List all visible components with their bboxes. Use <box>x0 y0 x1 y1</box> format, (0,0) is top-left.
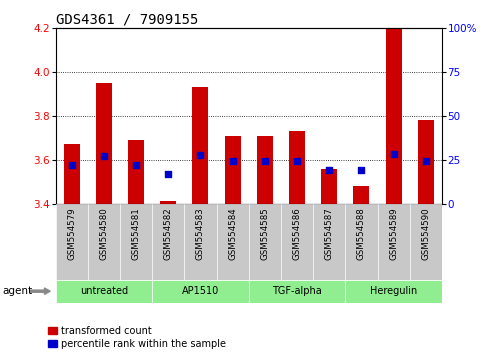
Point <box>229 158 237 164</box>
Bar <box>313 204 345 280</box>
Point <box>197 153 204 158</box>
Bar <box>120 204 152 280</box>
Bar <box>281 204 313 280</box>
Bar <box>249 204 281 280</box>
Bar <box>289 131 305 204</box>
Bar <box>88 204 120 280</box>
Text: GSM554590: GSM554590 <box>421 207 430 260</box>
Bar <box>354 186 369 204</box>
Bar <box>378 204 410 280</box>
Bar <box>185 204 216 280</box>
Legend: transformed count, percentile rank within the sample: transformed count, percentile rank withi… <box>48 326 226 349</box>
Point <box>357 167 365 172</box>
Text: GSM554588: GSM554588 <box>357 207 366 260</box>
Bar <box>385 28 402 204</box>
Point <box>422 158 430 164</box>
Point <box>261 158 269 164</box>
Bar <box>64 144 80 204</box>
Point <box>132 162 140 168</box>
Bar <box>96 83 112 204</box>
Text: GSM554581: GSM554581 <box>131 207 141 260</box>
Bar <box>56 280 152 303</box>
Text: GSM554587: GSM554587 <box>325 207 334 260</box>
Text: AP1510: AP1510 <box>182 286 219 296</box>
Text: GSM554580: GSM554580 <box>99 207 108 260</box>
Point <box>100 154 108 159</box>
Text: agent: agent <box>2 286 32 296</box>
Bar <box>128 140 144 204</box>
Bar <box>192 87 209 204</box>
Bar <box>216 204 249 280</box>
Point <box>326 167 333 172</box>
Bar <box>249 280 345 303</box>
Bar <box>257 136 273 204</box>
Bar <box>345 204 378 280</box>
Bar <box>321 169 337 204</box>
Bar <box>56 204 88 280</box>
Text: TGF-alpha: TGF-alpha <box>272 286 322 296</box>
Point <box>164 171 172 177</box>
Bar <box>225 136 241 204</box>
Text: GSM554586: GSM554586 <box>293 207 301 260</box>
Bar <box>345 280 442 303</box>
Bar <box>152 280 249 303</box>
Text: GSM554589: GSM554589 <box>389 207 398 260</box>
Text: Heregulin: Heregulin <box>370 286 417 296</box>
Point <box>390 152 398 157</box>
Bar <box>410 204 442 280</box>
Text: GSM554583: GSM554583 <box>196 207 205 260</box>
Text: GDS4361 / 7909155: GDS4361 / 7909155 <box>56 12 198 27</box>
Bar <box>418 120 434 204</box>
Text: untreated: untreated <box>80 286 128 296</box>
Bar <box>152 204 185 280</box>
Bar <box>160 201 176 204</box>
Point <box>293 158 301 164</box>
Text: GSM554584: GSM554584 <box>228 207 237 260</box>
Text: GSM554579: GSM554579 <box>67 207 76 260</box>
Text: GSM554582: GSM554582 <box>164 207 173 260</box>
Point <box>68 162 75 168</box>
Text: GSM554585: GSM554585 <box>260 207 270 260</box>
